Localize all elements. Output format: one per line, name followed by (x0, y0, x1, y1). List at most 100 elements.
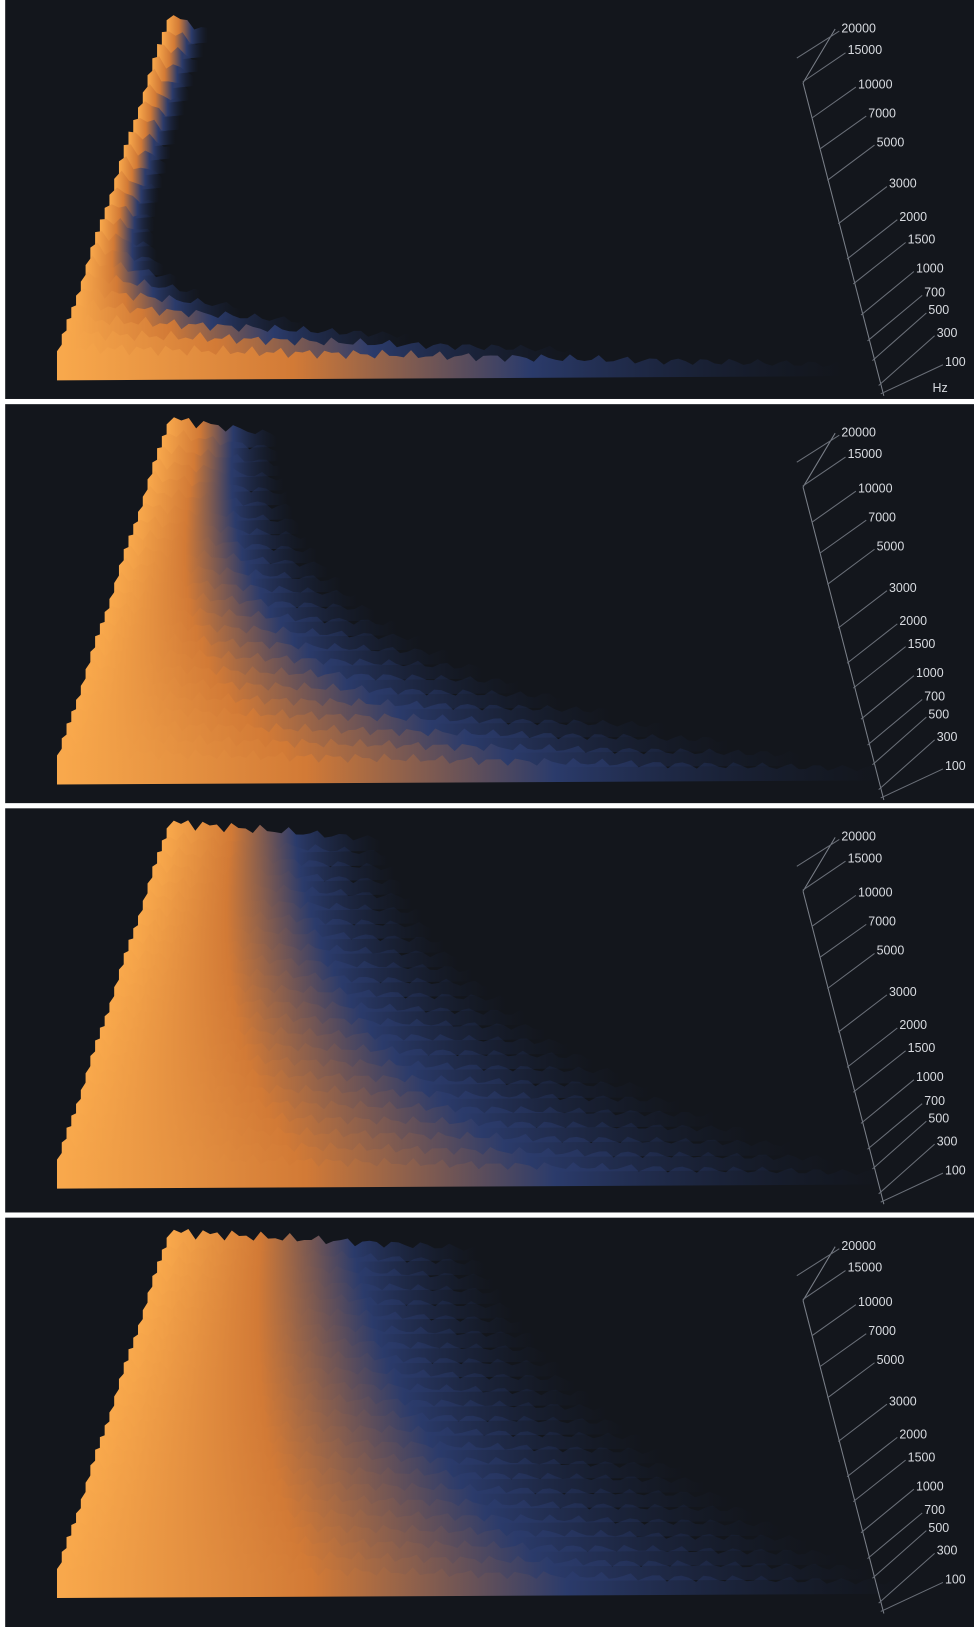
axis-unit: Hz (933, 381, 948, 395)
axis-tick (878, 1553, 935, 1604)
axis-tick (819, 115, 867, 150)
axis-label: 700 (924, 1094, 945, 1108)
axis-label: 10000 (858, 481, 893, 495)
axis-tick (878, 1143, 935, 1195)
axis-tick (837, 1403, 888, 1442)
axis-tick (846, 623, 898, 664)
axis-line (802, 1300, 885, 1614)
axis-tick (796, 838, 840, 867)
axis-label: 700 (924, 286, 945, 300)
axis-tick (802, 52, 846, 83)
axis-line (802, 837, 836, 892)
spectrum-ridge (56, 1149, 886, 1189)
axis-label: 1000 (916, 262, 944, 276)
panel: 20000 15000 10000 7000 5000 3000 2000 1500 1000 7… (5, 404, 974, 804)
axis-label: 700 (924, 690, 945, 704)
axis-line (802, 432, 836, 488)
axis-label: 1000 (916, 1479, 944, 1493)
axis-label: 7000 (868, 1324, 896, 1338)
axis-tick (837, 186, 888, 225)
axis-line (802, 891, 885, 1205)
axis-label: 1500 (908, 637, 936, 651)
axis-label: 1500 (908, 233, 936, 247)
axis-label: 2000 (899, 210, 927, 224)
axis-label: 300 (937, 1134, 958, 1148)
axis-tick (811, 86, 857, 119)
axis-tick (796, 434, 840, 463)
axis-label: 300 (937, 326, 958, 340)
axis-label: 10000 (858, 886, 893, 900)
axis-tick (827, 1362, 875, 1399)
axis-tick (880, 1581, 944, 1612)
spectrum-ridge (56, 745, 886, 785)
axis-tick (852, 242, 906, 285)
axis-label: 700 (924, 1503, 945, 1517)
axis-label: 1000 (916, 666, 944, 680)
axis-label: 10000 (858, 1295, 893, 1309)
axis-label: 1500 (908, 1450, 936, 1464)
axis-label: 100 (945, 355, 966, 369)
axis-label: 2000 (899, 1428, 927, 1442)
axis-label: 100 (945, 1163, 966, 1177)
axis-tick (860, 271, 915, 316)
axis-tick (860, 675, 915, 720)
axis-label: 500 (928, 1521, 949, 1535)
axis-label: 300 (937, 1544, 958, 1558)
axis-tick (852, 1459, 906, 1503)
axis-tick (811, 1304, 857, 1337)
axis-tick (827, 952, 875, 990)
axis-tick (827, 548, 875, 585)
axis-label: 15000 (848, 1261, 883, 1275)
axis-tick (872, 312, 927, 362)
axis-label: 1500 (908, 1041, 936, 1055)
axis-label: 1000 (916, 1070, 944, 1084)
axis-tick (837, 590, 888, 629)
axis-label: 100 (945, 1573, 966, 1587)
axis-label: 20000 (841, 425, 876, 439)
axis-label: 20000 (841, 1239, 876, 1253)
axis-label: 15000 (848, 447, 883, 461)
panel: 20000 15000 10000 7000 5000 3000 2000 1500 1000 7… (5, 0, 974, 399)
panel: 20000 15000 10000 7000 5000 3000 2000 1500 1000 7… (5, 808, 974, 1213)
axis-tick (872, 1530, 927, 1579)
axis-label: 500 (928, 303, 949, 317)
axis-tick (872, 1120, 927, 1170)
axis-tick (796, 1248, 840, 1277)
axis-tick (846, 1436, 898, 1478)
axis-tick (837, 994, 888, 1033)
axis-tick (846, 1027, 898, 1068)
axis-label: 5000 (877, 539, 905, 553)
axis-tick (796, 30, 840, 59)
axis-tick (880, 768, 944, 799)
axis-tick (819, 923, 867, 958)
axis-tick (811, 894, 857, 927)
axis-label: 7000 (868, 510, 896, 524)
axis-tick (802, 456, 846, 487)
axis-tick (867, 294, 923, 342)
spectrum-ridge (56, 1558, 907, 1598)
spectrum-ridge (99, 1428, 665, 1468)
axis-tick (827, 144, 875, 181)
axis-label: 500 (928, 1111, 949, 1125)
axis-label: 500 (928, 707, 949, 721)
axis-tick (811, 490, 857, 523)
axis-tick (802, 860, 846, 891)
spectrum-ridge (157, 44, 199, 76)
axis-tick (880, 1172, 944, 1203)
axis-label: 2000 (899, 1018, 927, 1032)
spectrum-ridge (104, 1006, 548, 1044)
axis-label: 3000 (889, 1394, 917, 1408)
axis-label: 5000 (877, 135, 905, 149)
axis-label: 10000 (858, 77, 893, 91)
axis-tick (867, 699, 923, 746)
axis-line (802, 486, 885, 801)
axis-label: 3000 (889, 177, 917, 191)
axis-tick (872, 716, 927, 766)
spectrum-ridge (71, 1106, 755, 1146)
axis-label: 15000 (848, 851, 883, 865)
axis-tick (860, 1079, 915, 1124)
axis-label: 100 (945, 759, 966, 773)
axis-label: 20000 (841, 830, 876, 844)
axis-label: 7000 (868, 915, 896, 929)
